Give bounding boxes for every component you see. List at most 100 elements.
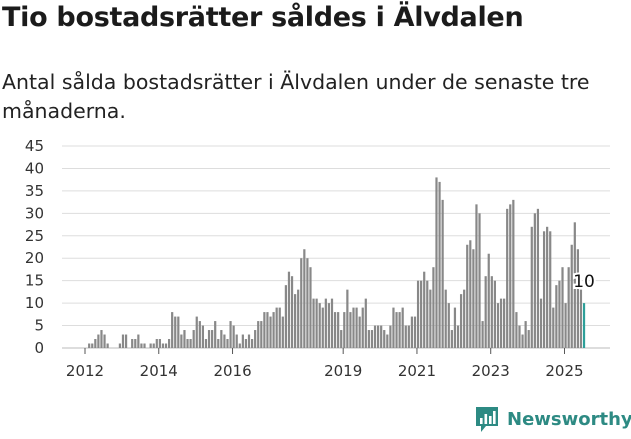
bar — [423, 271, 426, 348]
bar — [278, 307, 281, 348]
chart-subtitle: Antal sålda bostadsrätter i Älvdalen und… — [2, 70, 590, 123]
bar — [475, 204, 478, 348]
bar — [337, 312, 340, 348]
bars — [88, 177, 586, 348]
x-tick-label: 2012 — [66, 362, 104, 380]
brand-name: Newsworthy — [507, 408, 631, 430]
y-tick-label: 45 — [25, 137, 44, 155]
bar — [204, 339, 208, 348]
y-tick-label: 20 — [25, 249, 44, 267]
newsworthy-logo: Newsworthy — [474, 405, 631, 433]
bar — [376, 325, 380, 348]
bar — [137, 334, 140, 348]
bar — [582, 303, 586, 348]
bar — [198, 321, 201, 348]
gridlines — [62, 145, 610, 349]
bar — [183, 330, 186, 348]
bar — [229, 321, 232, 348]
bar — [533, 213, 536, 348]
bar — [552, 307, 555, 348]
bar — [207, 330, 211, 348]
bar — [361, 307, 364, 348]
bar — [386, 334, 389, 348]
bar — [506, 208, 509, 348]
x-tick-label: 2023 — [472, 362, 510, 380]
bar — [404, 325, 407, 348]
bar — [189, 339, 192, 348]
y-tick-label: 10 — [25, 294, 44, 312]
bar — [232, 325, 235, 348]
bar — [420, 280, 423, 348]
bar — [539, 298, 543, 348]
bar — [297, 289, 300, 348]
bar — [124, 334, 128, 348]
bar — [330, 298, 334, 348]
y-tick-label: 35 — [25, 182, 44, 200]
x-tick-label: 2014 — [140, 362, 178, 380]
bar — [441, 199, 444, 348]
bar — [312, 298, 315, 348]
y-tick-label: 5 — [34, 317, 44, 335]
bar — [171, 312, 174, 348]
bar — [217, 339, 220, 348]
bar — [211, 330, 214, 348]
bar — [177, 316, 180, 348]
bar — [367, 330, 370, 348]
bar — [447, 303, 450, 348]
bar — [364, 298, 367, 348]
bar — [275, 307, 278, 348]
bar — [247, 334, 251, 348]
bar — [223, 334, 226, 348]
bar — [192, 330, 195, 348]
bar — [515, 312, 518, 348]
bar — [456, 325, 460, 348]
bar — [524, 321, 527, 348]
bar — [254, 330, 257, 348]
bar — [358, 316, 361, 348]
bar — [355, 307, 358, 348]
bar — [174, 316, 177, 348]
bar — [444, 289, 447, 348]
bar — [91, 343, 94, 348]
bar — [509, 204, 512, 348]
bar — [106, 343, 109, 348]
last-value-label: 10 — [573, 272, 595, 292]
bar — [518, 325, 521, 348]
bar — [214, 321, 217, 348]
bar — [352, 307, 355, 348]
bar — [155, 339, 158, 348]
bar — [272, 312, 275, 348]
bar — [250, 339, 254, 348]
bar — [241, 334, 244, 348]
bar — [373, 325, 377, 348]
bar — [94, 339, 97, 348]
bar — [195, 316, 198, 348]
bar — [260, 321, 263, 348]
bar — [499, 298, 503, 348]
bar — [134, 339, 137, 348]
bar — [244, 339, 248, 348]
bar — [496, 303, 500, 348]
bar — [564, 303, 567, 348]
bar — [395, 312, 398, 348]
bar — [226, 339, 229, 348]
bar — [300, 258, 303, 348]
x-axis-ticks: 2012 2014 2016 2019 2021 2023 2025 — [66, 348, 584, 380]
bar — [561, 267, 564, 348]
bar — [463, 289, 466, 348]
bar — [536, 208, 540, 348]
chart-bars-icon — [476, 407, 498, 432]
bar — [398, 312, 401, 348]
y-axis-ticks: 0 5 10 15 20 25 30 35 40 45 — [25, 137, 44, 357]
bar — [416, 280, 420, 348]
bar — [512, 199, 515, 348]
bar — [294, 294, 297, 348]
bar — [438, 181, 441, 348]
bar — [426, 280, 429, 348]
bar — [389, 325, 392, 348]
bar — [555, 285, 558, 348]
bar — [490, 276, 493, 348]
bar — [324, 298, 327, 348]
bar — [435, 177, 438, 348]
